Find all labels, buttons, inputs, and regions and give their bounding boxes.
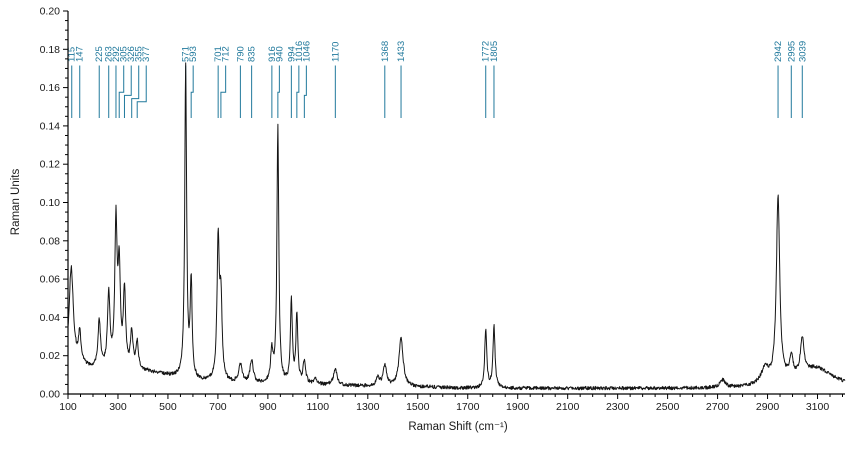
peak-label: 701: [213, 46, 224, 62]
peak-label: 305: [119, 46, 130, 62]
peak-label: 1805: [489, 41, 500, 62]
peak-label: 940: [274, 46, 285, 62]
peak-label: 1170: [330, 42, 341, 62]
peak-label: 147: [75, 46, 86, 62]
x-tick-label: 1900: [506, 401, 530, 413]
peak-label: 1433: [396, 41, 407, 62]
peak-leader-line: [131, 65, 140, 118]
y-tick-label: 0.00: [40, 389, 61, 401]
spectrum-curve: [67, 62, 846, 391]
x-tick-label: 2700: [706, 401, 730, 413]
peak-leader-line: [220, 65, 227, 118]
peak-label: 355: [134, 46, 145, 62]
y-tick-label: 0.20: [40, 6, 61, 18]
x-tick-label: 2900: [756, 401, 780, 413]
peak-label: 3039: [797, 41, 808, 62]
peak-label: 571: [181, 46, 192, 62]
peak-label: 712: [221, 46, 232, 62]
peak-label: 115: [67, 47, 78, 62]
y-axis-title: Raman Units: [10, 168, 22, 236]
x-tick-label: 300: [109, 401, 127, 413]
peak-label: 994: [286, 46, 297, 62]
x-tick-label: 1500: [406, 401, 430, 413]
peak-label: 292: [111, 46, 122, 62]
peak-label: 1772: [481, 41, 492, 62]
y-tick-label: 0.18: [40, 44, 61, 56]
peak-leader-line: [118, 65, 125, 118]
peak-label: 1016: [294, 41, 305, 62]
peak-label: 916: [267, 46, 278, 62]
x-tick-label: 1300: [356, 401, 380, 413]
y-tick-label: 0.10: [40, 197, 61, 209]
peak-leader-line: [190, 65, 194, 118]
x-tick-label: 3100: [806, 401, 830, 413]
peak-label: 263: [104, 46, 115, 62]
peak-leader-line: [123, 65, 132, 118]
y-tick-label: 0.02: [40, 350, 61, 362]
y-tick-label: 0.16: [40, 82, 61, 94]
peak-label: 377: [141, 46, 152, 62]
x-tick-label: 2100: [556, 401, 580, 413]
peak-label: 1046: [301, 41, 312, 62]
x-tick-label: 1700: [456, 401, 480, 413]
x-tick-label: 100: [59, 401, 77, 413]
peak-leader-line: [296, 65, 300, 118]
y-tick-label: 0.12: [40, 159, 61, 171]
y-tick-label: 0.06: [40, 274, 61, 286]
peak-leader-line: [136, 65, 147, 118]
x-axis-title: Raman Shift (cm⁻¹): [408, 421, 508, 433]
peak-label: 2942: [773, 41, 784, 62]
y-tick-label: 0.14: [40, 120, 61, 132]
x-tick-label: 2300: [606, 401, 630, 413]
peak-leader-line: [303, 65, 307, 118]
peak-label: 835: [247, 46, 258, 62]
x-tick-label: 1100: [307, 401, 330, 413]
peak-label: 790: [235, 46, 246, 62]
x-tick-label: 500: [159, 401, 177, 413]
y-tick-label: 0.08: [40, 235, 61, 247]
peak-label: 326: [126, 46, 137, 62]
peak-label: 2995: [786, 41, 797, 62]
y-tick-label: 0.04: [40, 312, 61, 324]
peak-leader-line: [277, 65, 280, 118]
peak-label: 593: [188, 46, 199, 62]
peak-label: 1368: [380, 41, 391, 62]
x-tick-label: 700: [209, 401, 227, 413]
x-tick-label: 900: [259, 401, 277, 413]
peak-label: 225: [94, 46, 105, 62]
x-tick-label: 2500: [656, 401, 680, 413]
